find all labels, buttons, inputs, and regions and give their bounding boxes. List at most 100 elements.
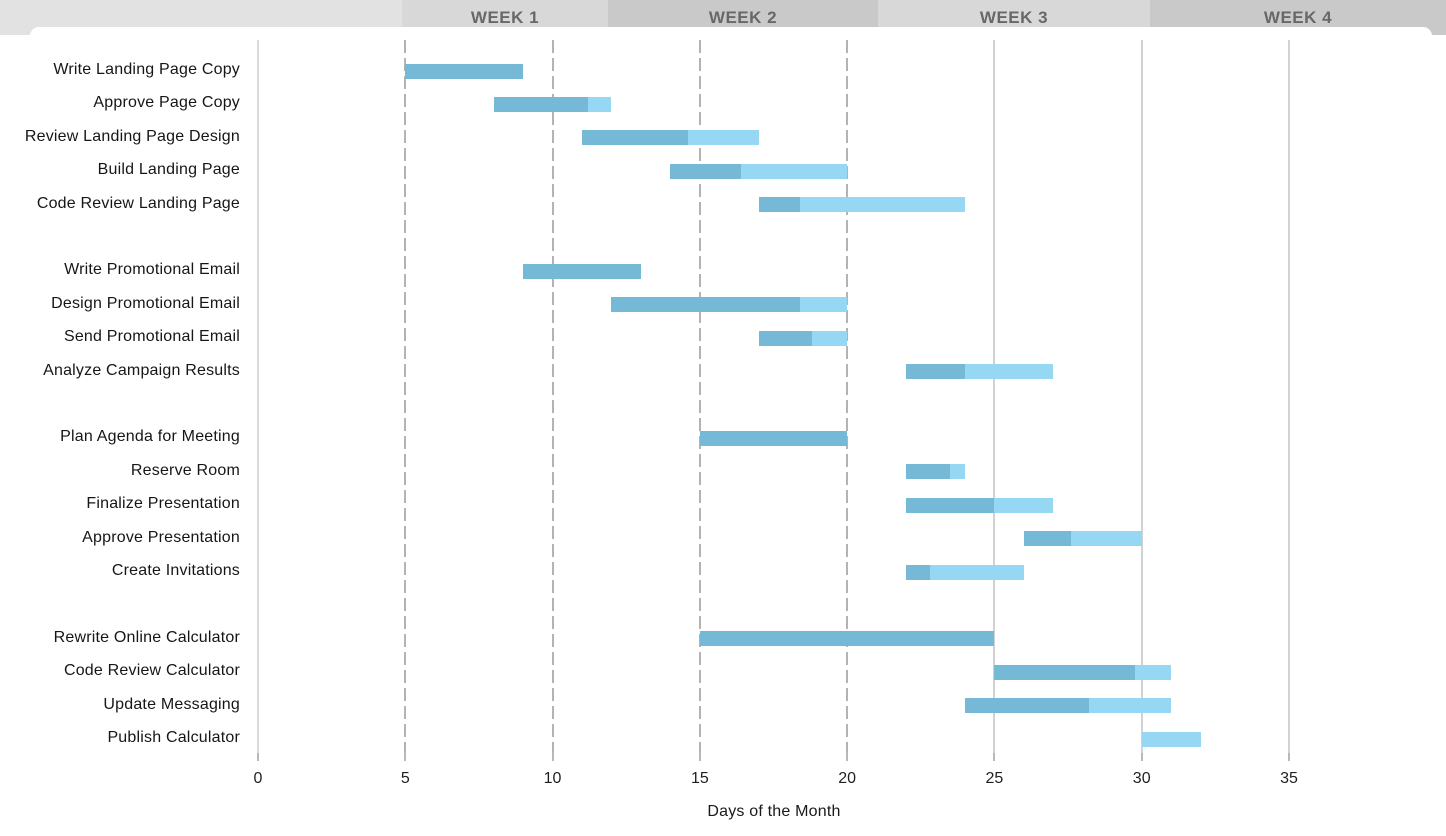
x-tick-mark	[846, 753, 849, 761]
gridline-day-10-dashed	[551, 40, 554, 753]
task-bar-complete	[699, 631, 995, 647]
task-bar-remaining	[950, 464, 965, 480]
x-tick-mark	[404, 753, 407, 761]
task-bar	[1023, 531, 1142, 547]
task-bar-remaining	[688, 130, 759, 146]
task-label: Analyze Campaign Results	[43, 361, 240, 379]
x-tick-label: 15	[690, 770, 709, 787]
chart-background-corner	[30, 27, 1432, 36]
task-label: Code Review Calculator	[63, 662, 240, 680]
task-label: Publish Calculator	[107, 729, 240, 746]
task-bar-complete	[582, 130, 689, 146]
task-label: Write Landing Page Copy	[53, 61, 240, 78]
task-bar-remaining	[799, 197, 965, 213]
task-bar	[906, 564, 1024, 580]
gridline-day-25-solid	[993, 40, 996, 753]
x-tick-mark	[993, 753, 996, 761]
task-bar-remaining	[1141, 731, 1201, 747]
task-bar-complete	[906, 364, 966, 380]
task-bar	[758, 330, 848, 346]
x-tick-mark	[257, 753, 259, 761]
task-bar	[493, 96, 612, 112]
task-bar	[906, 464, 965, 480]
x-tick-mark	[551, 753, 554, 761]
task-label: Code Review Landing Page	[36, 194, 240, 212]
task-label: Approve Presentation	[82, 528, 240, 546]
gridline-day-20-dashed	[846, 40, 849, 753]
gridline-day-30-solid	[1140, 40, 1143, 753]
task-bar-complete	[493, 96, 588, 112]
gridline-day-0	[257, 40, 259, 753]
task-bar	[582, 130, 759, 146]
task-bar-complete	[994, 664, 1136, 680]
task-bar	[906, 497, 1054, 513]
x-tick-label: 5	[400, 770, 410, 787]
x-tick-mark	[1140, 753, 1143, 761]
task-label: Design Promotional Email	[51, 294, 240, 312]
week-band-label: WEEK 3	[979, 7, 1049, 27]
x-tick-label: 35	[1280, 770, 1298, 787]
x-tick-label: 20	[838, 770, 857, 787]
task-bar-remaining	[1070, 531, 1142, 547]
task-bar-complete	[523, 263, 641, 279]
x-tick-label: 0	[253, 770, 263, 787]
task-bar-complete	[1023, 531, 1071, 547]
week-header-row: WEEK 1 WEEK 2 WEEK 3 WEEK 4	[0, 0, 1446, 35]
task-bar	[699, 430, 848, 446]
x-tick-label: 30	[1132, 770, 1151, 787]
task-bar-remaining	[994, 497, 1054, 513]
task-bar-complete	[405, 63, 524, 79]
gridline-day-35-solid	[1287, 40, 1290, 753]
task-bar	[699, 631, 995, 647]
task-bar-complete	[906, 564, 931, 580]
task-label: Update Messaging	[103, 695, 240, 713]
x-tick-mark	[698, 753, 701, 761]
task-bar-complete	[758, 330, 812, 346]
task-bar-remaining	[811, 330, 848, 346]
task-bar	[670, 163, 848, 179]
task-label: Reserve Room	[130, 461, 240, 479]
week-band-label: WEEK 1	[470, 7, 540, 27]
task-bar	[994, 664, 1172, 680]
task-label: Send Promotional Email	[63, 328, 240, 346]
task-bar-remaining	[930, 564, 1024, 580]
task-label: Build Landing Page	[97, 161, 240, 179]
task-bar-complete	[906, 497, 995, 513]
task-bar-complete	[611, 297, 801, 313]
x-tick-label: 25	[985, 770, 1004, 787]
task-bar	[611, 297, 848, 313]
task-bar	[405, 63, 524, 79]
task-label: Create Invitations	[111, 562, 240, 579]
task-bar	[906, 364, 1054, 380]
task-bar	[523, 263, 641, 279]
task-bar	[758, 197, 965, 213]
plot-area: 0 5 10 15 20 25 30 35 Write Landing Page Copy App…	[0, 35, 1446, 836]
task-bar-remaining	[741, 163, 848, 179]
task-bar-remaining	[800, 297, 848, 313]
task-bar-remaining	[1135, 664, 1172, 680]
task-bar-complete	[758, 197, 800, 213]
week-band-label: WEEK 2	[708, 7, 778, 27]
task-bar-remaining	[965, 364, 1054, 380]
task-label: Approve Page Copy	[93, 94, 240, 112]
task-bar	[964, 698, 1172, 714]
x-axis-title: Days of the Month	[707, 803, 841, 820]
task-label: Plan Agenda for Meeting	[60, 428, 240, 446]
task-bar	[1141, 731, 1201, 747]
task-bar-remaining	[587, 96, 612, 112]
task-label: Write Promotional Email	[64, 261, 240, 279]
gridline-day-15-dashed	[698, 40, 701, 753]
task-bar-complete	[670, 163, 742, 179]
gridline-day-5-dashed	[404, 40, 407, 753]
task-label: Review Landing Page Design	[24, 127, 240, 145]
task-bar-remaining	[1088, 698, 1172, 714]
task-bar-complete	[964, 698, 1089, 714]
x-tick-label: 10	[543, 770, 562, 787]
task-label: Rewrite Online Calculator	[53, 628, 240, 646]
task-label: Finalize Presentation	[86, 495, 240, 513]
task-bar-complete	[906, 464, 951, 480]
task-bar-complete	[699, 430, 847, 446]
week-band-label: WEEK 4	[1263, 7, 1333, 27]
x-tick-mark	[1287, 753, 1290, 761]
